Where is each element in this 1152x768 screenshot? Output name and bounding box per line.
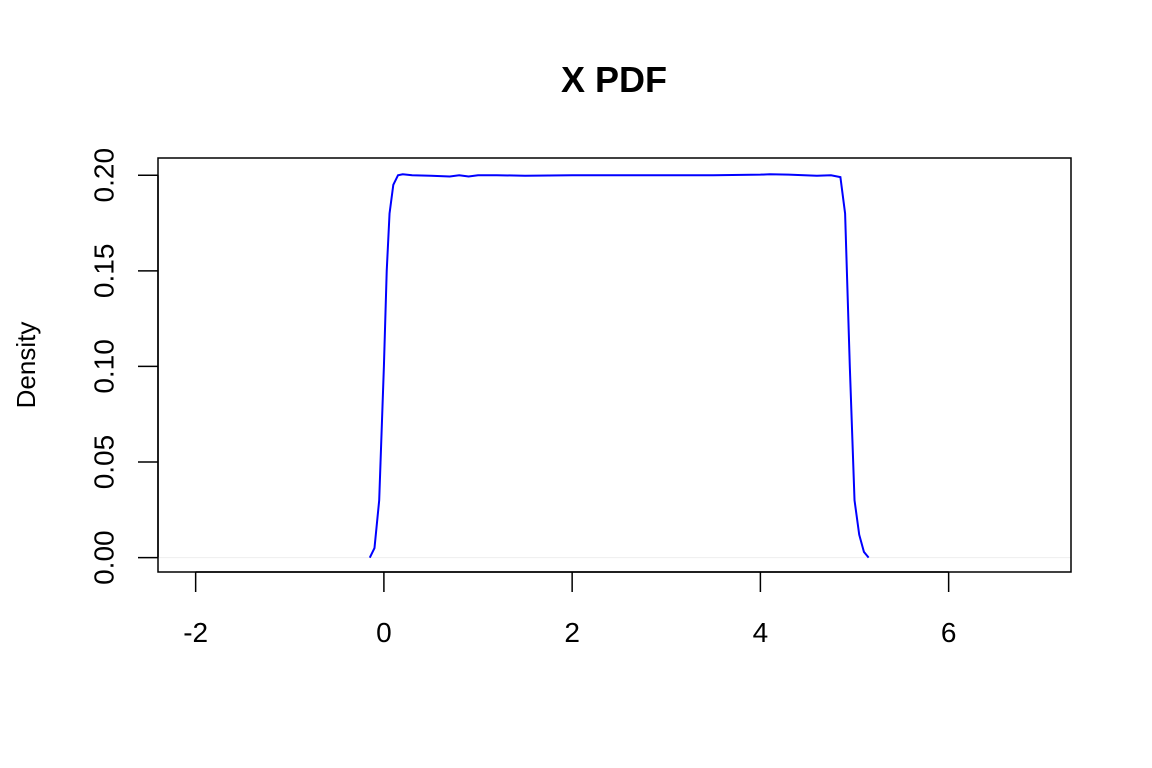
y-tick-label: 0.20 bbox=[88, 148, 119, 203]
y-tick-label: 0.05 bbox=[88, 435, 119, 490]
density-line bbox=[368, 173, 870, 559]
y-tick-label: 0.00 bbox=[88, 530, 119, 585]
x-tick-label: -2 bbox=[183, 617, 208, 648]
x-axis: -2 0 2 4 6 bbox=[183, 571, 957, 648]
x-tick-label: 6 bbox=[941, 617, 957, 648]
y-tick-label: 0.15 bbox=[88, 244, 119, 299]
y-axis: 0.00 0.05 0.10 0.15 0.20 bbox=[88, 148, 159, 585]
y-axis-label: Density bbox=[11, 322, 41, 409]
plot-box bbox=[157, 157, 1072, 573]
x-tick-label: 4 bbox=[753, 617, 769, 648]
x-tick-label: 2 bbox=[564, 617, 580, 648]
x-tick-label: 0 bbox=[376, 617, 392, 648]
chart-title: X PDF bbox=[561, 59, 667, 100]
y-tick-label: 0.10 bbox=[88, 339, 119, 394]
